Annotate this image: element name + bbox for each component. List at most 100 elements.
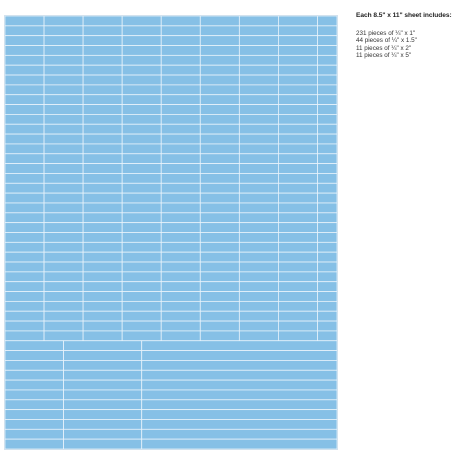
label-piece-1in [5,261,45,273]
label-piece-1in [238,64,279,76]
label-piece-1in [317,94,337,105]
label-piece-1in [278,163,318,174]
label-piece-1in [43,114,84,125]
label-piece-1in [121,74,162,86]
label-piece-1in [82,163,123,174]
label-piece-1in [43,241,84,253]
label-piece-1in [278,251,318,263]
label-piece-1in [199,271,240,283]
label-sheet [4,15,338,450]
label-piece-1in [317,25,337,37]
label-piece-1in [43,212,84,224]
pieces-list-item: 44 pieces of ¼" x 1.5" [356,37,417,45]
label-piece-1-5in [5,419,64,430]
sheet-info-panel: Each 8.5" x 11" sheet includes: 231 piec… [356,12,464,59]
label-piece-1-5in [5,399,64,411]
label-piece-1in [5,104,45,115]
label-piece-1in [82,182,123,194]
label-piece-1in [238,54,279,66]
label-piece-1in [121,241,162,253]
label-piece-1in [199,54,240,66]
label-piece-1in [199,64,240,76]
label-piece-1in [160,114,201,125]
label-piece-1in [238,114,279,125]
label-piece-1in [278,271,318,283]
label-piece-1in [199,291,240,302]
label-piece-2in [63,360,143,371]
label-piece-1in [317,202,337,214]
label-piece-1in [278,45,318,56]
label-piece-1in [82,291,123,302]
label-piece-1in [160,261,201,273]
label-piece-1in [43,222,84,233]
label-piece-1in [82,114,123,125]
label-piece-1in [121,153,162,165]
label-piece-1in [238,143,279,155]
label-piece-1in [199,182,240,194]
label-piece-1in [278,25,318,37]
label-piece-1in [121,320,162,332]
label-piece-1in [278,241,318,253]
label-piece-1in [43,281,84,292]
label-piece-1in [5,212,45,224]
label-piece-1in [199,153,240,165]
label-piece-1in [43,251,84,263]
label-piece-1in [317,74,337,86]
label-piece-1in [121,25,162,37]
label-piece-1in [238,35,279,46]
pieces-list: 231 pieces of ¼" x 1" 44 pieces of ¼" x … [356,30,464,59]
label-piece-1in [82,310,123,322]
label-piece-1in [5,202,45,214]
label-piece-1in [43,143,84,155]
label-piece-1in [160,45,201,56]
label-piece-1in [238,123,279,135]
label-piece-1in [317,64,337,76]
label-piece-1in [278,143,318,155]
label-piece-1in [160,212,201,224]
label-piece-1in [317,133,337,145]
label-piece-1in [278,320,318,332]
label-piece-1in [82,212,123,224]
label-piece-1in [199,310,240,322]
label-piece-1in [160,291,201,302]
label-piece-1in [238,25,279,37]
label-piece-1in [5,251,45,263]
label-piece-1in [5,64,45,76]
label-piece-1in [82,330,123,342]
label-piece-1in [317,163,337,174]
label-piece-1in [238,104,279,115]
label-piece-1in [238,261,279,273]
label-piece-2in [63,428,143,440]
label-piece-2in [63,438,143,449]
label-piece-2in [63,409,143,420]
label-piece-1in [43,123,84,135]
label-piece-1in [278,212,318,224]
label-piece-1in [160,143,201,155]
label-piece-1in [278,330,318,342]
label-piece-1in [199,281,240,292]
label-piece-1in [238,222,279,233]
label-piece-2in [63,399,143,411]
label-piece-1in [199,251,240,263]
label-piece-1in [238,192,279,204]
label-piece-1in [82,25,123,37]
label-piece-1in [5,192,45,204]
label-piece-5in [141,360,337,371]
label-piece-1in [121,330,162,342]
label-piece-1in [160,16,201,27]
label-piece-1in [238,291,279,302]
label-piece-1in [238,84,279,96]
label-piece-1in [5,163,45,174]
label-piece-1in [82,74,123,86]
label-piece-1in [5,123,45,135]
label-piece-1in [5,182,45,194]
label-piece-1in [121,54,162,66]
label-piece-1in [238,153,279,165]
label-piece-1in [199,104,240,115]
label-piece-5in [141,340,337,351]
label-piece-1in [317,291,337,302]
label-piece-1in [43,291,84,302]
label-piece-1in [82,232,123,243]
label-piece-1in [121,271,162,283]
label-piece-1in [199,173,240,184]
